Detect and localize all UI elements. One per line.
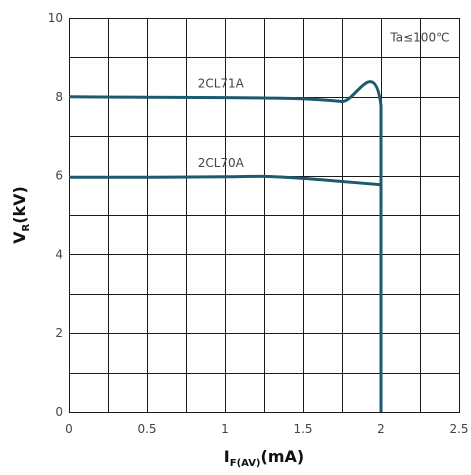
y-axis-title-unit: (kV): [10, 186, 29, 224]
x-tick-label: 0: [65, 422, 73, 436]
y-axis-title-main: V: [10, 231, 29, 244]
y-tick-label: 2: [55, 326, 63, 340]
temperature-annotation: Ta≤100℃: [389, 31, 449, 45]
x-tick-label: 2: [377, 422, 385, 436]
y-tick-label: 0: [55, 405, 63, 419]
x-tick-label: 2.5: [449, 422, 468, 436]
y-axis-ticks: 0 2 4 6 8 10: [48, 11, 63, 419]
x-axis-title-sub: F(AV): [230, 458, 261, 469]
grid: [69, 18, 459, 412]
x-tick-label: 0.5: [137, 422, 156, 436]
x-tick-label: 1: [221, 422, 229, 436]
series-line-2cl70a: [69, 174, 382, 187]
y-axis-title-sub: R: [21, 223, 32, 231]
y-tick-label: 8: [55, 90, 63, 104]
x-tick-label: 1.5: [293, 422, 312, 436]
plot-frame: [69, 18, 460, 413]
y-axis-title: VR(kV): [10, 186, 32, 244]
series-label-2cl71a: 2CL71A: [198, 77, 245, 91]
x-axis-title-main: I: [224, 447, 230, 466]
y-tick-label: 6: [55, 169, 63, 183]
curves: [68, 80, 383, 412]
series-label-2cl70a: 2CL70A: [198, 156, 245, 170]
x-axis-title: IF(AV)(mA): [224, 447, 304, 469]
y-tick-label: 4: [55, 247, 63, 261]
y-axis-title-group: VR(kV): [10, 186, 32, 244]
x-axis-ticks: 0 0.5 1 1.5 2 2.5: [65, 422, 468, 436]
series-line-2cl71a: [68, 80, 383, 412]
x-axis-title-unit: (mA): [261, 447, 305, 466]
y-tick-label: 10: [48, 11, 63, 25]
series-labels: 2CL71A 2CL70A: [198, 77, 245, 170]
